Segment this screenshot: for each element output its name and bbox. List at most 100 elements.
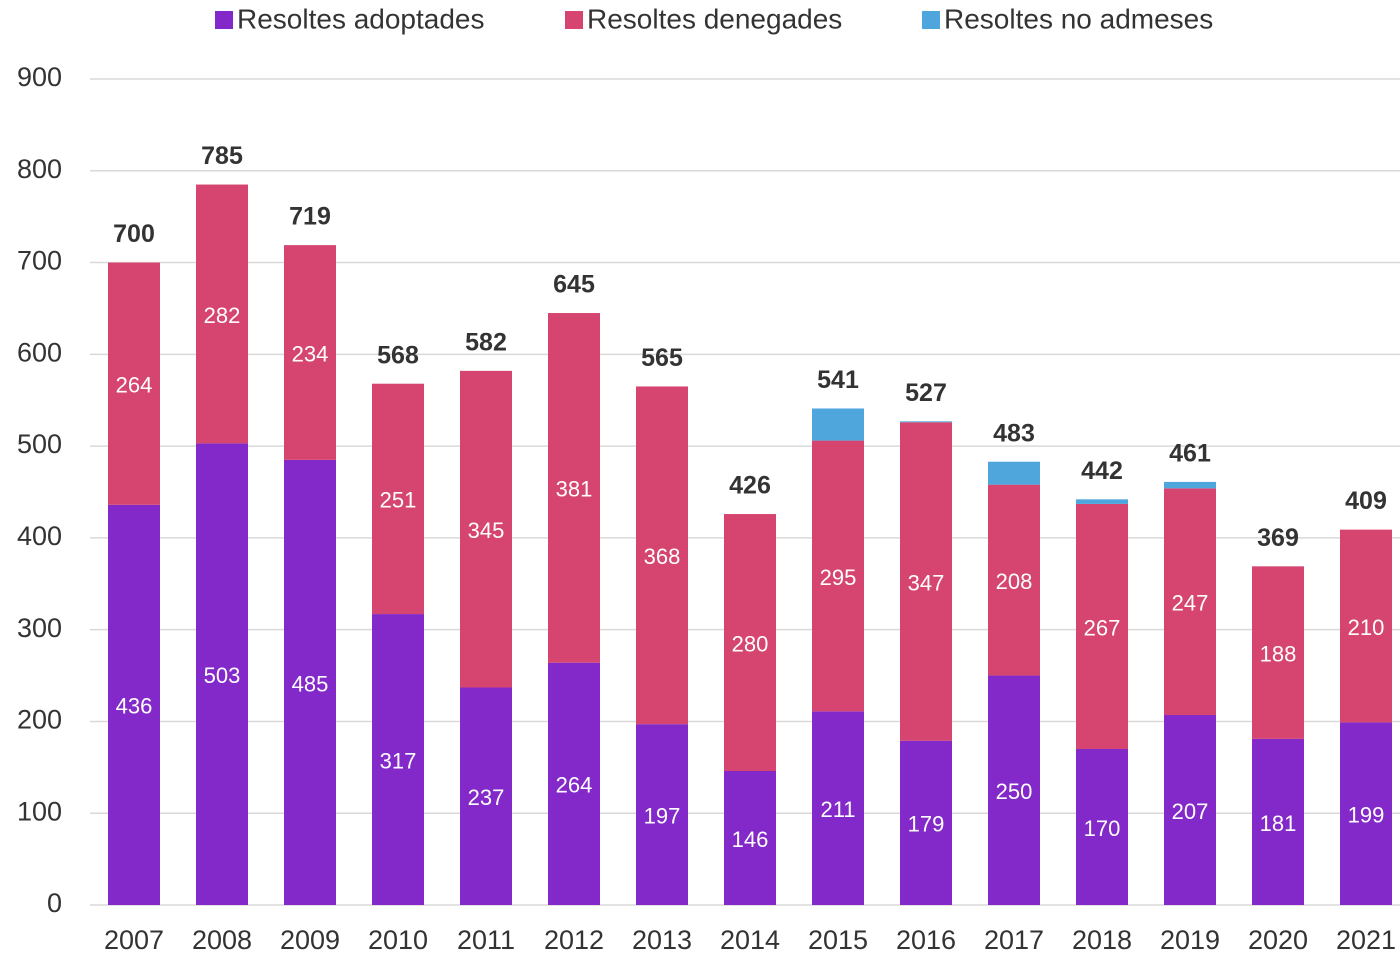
segment-label: 485 <box>292 671 329 696</box>
bar-segment <box>1076 748 1128 905</box>
x-tick-label: 2012 <box>544 925 604 955</box>
segment-label: 251 <box>380 488 417 513</box>
segment-label: 295 <box>820 565 857 590</box>
segment-label: 264 <box>116 373 153 398</box>
segment-label: 317 <box>380 748 417 773</box>
y-tick-label: 700 <box>17 246 62 276</box>
segment-label: 188 <box>1260 641 1297 666</box>
bar-segment <box>1252 566 1304 739</box>
total-label: 719 <box>289 203 331 231</box>
segment-label: 282 <box>204 303 241 328</box>
y-tick-label: 0 <box>47 888 62 918</box>
bar-segment <box>548 662 600 905</box>
segment-label: 280 <box>732 631 769 656</box>
bar-segment <box>1164 715 1216 905</box>
x-tick-label: 2011 <box>457 925 515 955</box>
x-tick-label: 2018 <box>1072 925 1132 955</box>
segment-label: 199 <box>1348 802 1385 827</box>
bar-segment <box>1076 499 1128 504</box>
bar-segment <box>900 421 952 423</box>
legend-label: Resoltes adoptades <box>237 3 485 34</box>
segment-label: 197 <box>644 803 681 828</box>
legend-label: Resoltes denegades <box>587 3 842 34</box>
segment-label: 146 <box>732 827 769 852</box>
total-label: 700 <box>113 220 155 248</box>
bar-segment <box>108 262 160 505</box>
bar-segment <box>900 740 952 905</box>
y-tick-label: 100 <box>17 796 62 826</box>
bar-segment <box>988 461 1040 485</box>
legend-swatch <box>215 11 233 29</box>
x-tick-label: 2009 <box>280 925 340 955</box>
bar-segment <box>1164 488 1216 716</box>
total-label: 785 <box>201 142 243 170</box>
segment-label: 436 <box>116 694 153 719</box>
total-label: 568 <box>377 341 419 369</box>
bar-segment <box>108 504 160 905</box>
y-tick-label: 200 <box>17 705 62 735</box>
segment-label: 181 <box>1260 811 1297 836</box>
segment-label: 247 <box>1172 590 1209 615</box>
x-tick-label: 2013 <box>632 925 692 955</box>
segment-label: 250 <box>996 779 1033 804</box>
segment-label: 207 <box>1172 799 1209 824</box>
x-tick-label: 2019 <box>1160 925 1220 955</box>
total-label: 483 <box>993 419 1035 447</box>
y-tick-label: 300 <box>17 613 62 643</box>
bar-segment <box>812 408 864 441</box>
bar-segment <box>636 724 688 905</box>
bar-segment <box>284 245 336 460</box>
bar-segment <box>724 771 776 905</box>
bar-segment <box>284 459 336 905</box>
y-tick-label: 400 <box>17 521 62 551</box>
x-tick-label: 2014 <box>720 925 780 955</box>
bar-segment <box>196 443 248 905</box>
x-tick-label: 2016 <box>896 925 956 955</box>
segment-label: 381 <box>556 477 593 502</box>
bar-segment <box>1164 481 1216 489</box>
bar-segment <box>1252 738 1304 905</box>
bar-segment <box>636 386 688 725</box>
bar-segment <box>1076 503 1128 749</box>
x-tick-label: 2020 <box>1248 925 1308 955</box>
segment-label: 170 <box>1084 816 1121 841</box>
legend-swatch <box>565 11 583 29</box>
segment-label: 208 <box>996 569 1033 594</box>
bar-segment <box>372 614 424 905</box>
y-tick-label: 900 <box>17 62 62 92</box>
x-tick-label: 2008 <box>192 925 252 955</box>
bar-segment <box>1340 529 1392 723</box>
bar-segment <box>988 484 1040 676</box>
bar-segment <box>812 711 864 905</box>
x-tick-label: 2021 <box>1336 925 1396 955</box>
bar-segment <box>196 184 248 444</box>
y-tick-label: 500 <box>17 429 62 459</box>
x-tick-label: 2007 <box>104 925 164 955</box>
x-tick-label: 2017 <box>984 925 1044 955</box>
bar-segment <box>460 687 512 905</box>
bar-segment <box>724 514 776 772</box>
bar-segment <box>1340 722 1392 905</box>
legend-swatch <box>922 11 940 29</box>
segment-label: 211 <box>820 797 855 822</box>
y-tick-label: 600 <box>17 337 62 367</box>
total-label: 409 <box>1345 487 1387 515</box>
bar-segment <box>372 383 424 615</box>
segment-label: 267 <box>1084 615 1121 640</box>
total-label: 541 <box>817 366 859 394</box>
bar-segment <box>460 370 512 688</box>
total-label: 442 <box>1081 457 1123 485</box>
segment-label: 345 <box>468 518 505 543</box>
segment-label: 210 <box>1348 615 1385 640</box>
bar-segment <box>812 440 864 712</box>
y-tick-label: 800 <box>17 154 62 184</box>
bar-segment <box>900 422 952 741</box>
segment-label: 237 <box>468 785 505 810</box>
total-label: 565 <box>641 344 683 372</box>
x-tick-label: 2010 <box>368 925 428 955</box>
legend-label: Resoltes no admeses <box>944 3 1213 34</box>
total-label: 426 <box>729 472 771 500</box>
bar-segment <box>988 675 1040 905</box>
total-label: 582 <box>465 328 507 356</box>
